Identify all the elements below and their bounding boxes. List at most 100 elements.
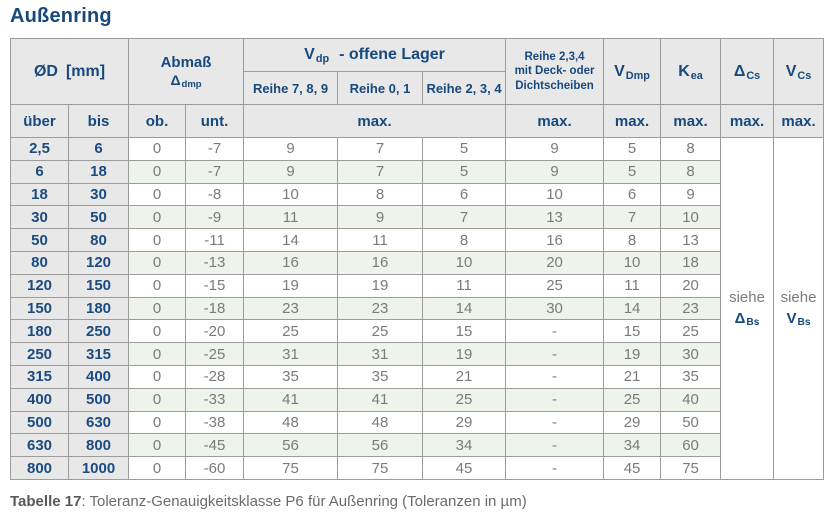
cell-ueber: 150 (10, 296, 69, 321)
caption-label: Tabelle 17 (10, 493, 82, 510)
cell-ob: 0 (128, 433, 187, 458)
cell-sealed: 10 (505, 182, 605, 207)
cell-r234: 25 (422, 387, 507, 412)
cell-r234: 45 (422, 456, 507, 480)
header-reihe-234: Reihe 2, 3, 4 (422, 71, 507, 105)
cell-r234: 15 (422, 319, 507, 344)
cell-vdmp: 11 (603, 273, 662, 298)
table-row: 30 50 0 -9 11 9 7 13 7 10 (10, 205, 824, 230)
cell-unt: -38 (185, 410, 245, 435)
cell-kea: 8 (660, 159, 722, 184)
cell-ob: 0 (128, 410, 187, 435)
cell-bis: 800 (67, 433, 130, 458)
header-vdmp: VDmp (603, 38, 662, 105)
cell-vdmp: 5 (603, 137, 662, 161)
table-row: 50 80 0 -11 14 11 8 16 8 13 (10, 228, 824, 252)
cell-kea: 18 (660, 250, 722, 275)
cell-ob: 0 (128, 205, 187, 230)
cell-kea: 60 (660, 433, 722, 458)
cell-ueber: 120 (10, 273, 69, 298)
cell-ob: 0 (128, 159, 187, 184)
cell-r234: 5 (422, 159, 507, 184)
table-row: 400 500 0 -33 41 41 25-25 40 (10, 387, 824, 412)
cell-r789: 75 (243, 456, 339, 480)
header-vdp-open-bearings: Vdp - offene Lager (243, 38, 507, 72)
cell-vdmp: 19 (603, 342, 662, 366)
cell-r234: 29 (422, 410, 507, 435)
table-row: 630 800 0 -45 56 56 34-34 60 (10, 433, 824, 458)
cell-sealed: - (505, 319, 605, 344)
cell-bis: 50 (67, 205, 130, 230)
table-row: 180 250 0 -20 25 25 15-15 25 (10, 319, 824, 344)
cell-sealed: 30 (505, 296, 605, 321)
cell-r234: 10 (422, 250, 507, 275)
cell-ueber: 400 (10, 387, 69, 412)
cell-r234: 21 (422, 364, 507, 389)
cell-ob: 0 (128, 250, 187, 275)
cell-ueber: 630 (10, 433, 69, 458)
header-max-sealed: max. (505, 104, 605, 138)
cell-ob: 0 (128, 387, 187, 412)
cell-kea: 8 (660, 137, 722, 161)
header-delta-cs: ΔCs (720, 38, 775, 105)
cell-unt: -25 (185, 342, 245, 366)
cell-unt: -9 (185, 205, 245, 230)
cell-bis: 18 (67, 159, 130, 184)
cell-r01: 56 (337, 433, 424, 458)
cell-ueber: 2,5 (10, 137, 69, 161)
see-delta-bs: siehe ΔBs (720, 137, 775, 480)
cell-vdmp: 14 (603, 296, 662, 321)
cell-unt: -15 (185, 273, 245, 298)
cell-ueber: 500 (10, 410, 69, 435)
cell-unt: -33 (185, 387, 245, 412)
cell-ob: 0 (128, 137, 187, 161)
cell-vdmp: 7 (603, 205, 662, 230)
see-v-bs: siehe VBs (773, 137, 825, 480)
cell-sealed: 13 (505, 205, 605, 230)
cell-sealed: 25 (505, 273, 605, 298)
cell-ueber: 50 (10, 228, 69, 252)
cell-r789: 19 (243, 273, 339, 298)
table-row: 120 150 0 -15 19 19 11 25 11 20 (10, 273, 824, 298)
cell-sealed: 16 (505, 228, 605, 252)
cell-ob: 0 (128, 456, 187, 480)
cell-sealed: - (505, 364, 605, 389)
cell-bis: 30 (67, 182, 130, 207)
header-reihe-789: Reihe 7, 8, 9 (243, 71, 339, 105)
cell-r01: 7 (337, 137, 424, 161)
cell-r789: 31 (243, 342, 339, 366)
cell-r01: 23 (337, 296, 424, 321)
cell-unt: -60 (185, 456, 245, 480)
table-body: 2,5 6 0 -7 9 7 5 9 5 8 siehe ΔBs siehe VBs 6 18 0 -7 9 7 5 9 5… (10, 137, 825, 480)
abmass-label: Abmaß (160, 54, 212, 72)
caption-text: : Toleranz-Genauigkeitsklasse P6 für Auß… (81, 493, 527, 510)
cell-ob: 0 (128, 364, 187, 389)
cell-bis: 120 (67, 250, 130, 275)
table-row: 250 315 0 -25 31 31 19-19 30 (10, 342, 824, 366)
cell-r789: 10 (243, 182, 339, 207)
cell-kea: 75 (660, 456, 722, 480)
table-header: ØD [mm] Abmaß Δdmp Vdp - offene Lager Reih… (9, 38, 825, 138)
cell-r01: 11 (337, 228, 424, 252)
cell-r01: 31 (337, 342, 424, 366)
table-row: 315 400 0 -28 35 35 21-21 35 (10, 364, 824, 389)
cell-unt: -13 (185, 250, 245, 275)
cell-r789: 25 (243, 319, 339, 344)
cell-vdmp: 25 (603, 387, 662, 412)
header-abmass: Abmaß Δdmp (128, 38, 245, 105)
table-row: 18 30 0 -8 10 8 6 10 6 9 (10, 182, 824, 207)
cell-r01: 75 (337, 456, 424, 480)
table-row: 800 1000 0 -60 75 75 45-45 75 (10, 456, 824, 480)
header-max-delta-cs: max. (720, 104, 775, 138)
tolerance-table: ØD [mm] Abmaß Δdmp Vdp - offene Lager Reih… (9, 38, 825, 480)
cell-unt: -11 (185, 228, 245, 252)
cell-r789: 23 (243, 296, 339, 321)
cell-vdmp: 8 (603, 228, 662, 252)
table-row: 500 630 0 -38 48 48 29-29 50 (10, 410, 824, 435)
table-row: 80 120 0 -13 16 16 10 20 10 18 (10, 250, 824, 275)
cell-bis: 400 (67, 364, 130, 389)
cell-ob: 0 (128, 296, 187, 321)
cell-bis: 180 (67, 296, 130, 321)
cell-kea: 50 (660, 410, 722, 435)
header-unt: unt. (185, 104, 245, 138)
